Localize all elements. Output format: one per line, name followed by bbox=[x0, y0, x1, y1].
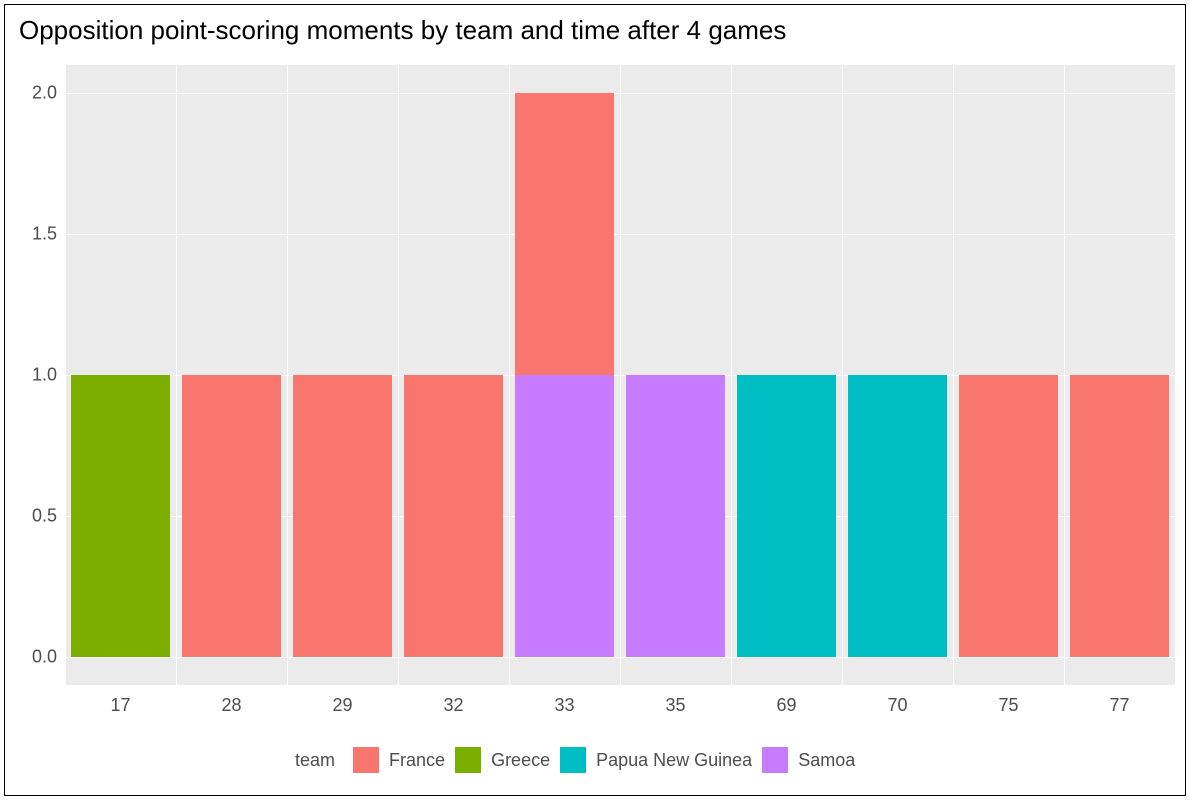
x-axis-tick-label: 35 bbox=[665, 695, 685, 716]
y-axis-tick-label: 1.5 bbox=[32, 224, 57, 245]
bar-segment bbox=[404, 375, 504, 657]
gridline-vertical bbox=[842, 65, 843, 685]
y-axis-tick-label: 2.0 bbox=[32, 83, 57, 104]
legend-swatch bbox=[353, 747, 379, 773]
bar-segment bbox=[848, 375, 948, 657]
legend: team France Greece Papua New Guinea Samoa bbox=[295, 747, 855, 773]
bar-segment bbox=[515, 93, 615, 375]
bar-segment bbox=[293, 375, 393, 657]
gridline-vertical bbox=[1064, 65, 1065, 685]
legend-label: Papua New Guinea bbox=[596, 750, 752, 771]
legend-title: team bbox=[295, 750, 335, 771]
gridline-vertical bbox=[1175, 65, 1176, 685]
bar-segment bbox=[182, 375, 282, 657]
x-axis-tick-label: 17 bbox=[110, 695, 130, 716]
legend-label: Samoa bbox=[798, 750, 855, 771]
gridline-vertical bbox=[176, 65, 177, 685]
gridline-vertical bbox=[65, 65, 66, 685]
gridline-vertical bbox=[953, 65, 954, 685]
bar-segment bbox=[515, 375, 615, 657]
legend-label: Greece bbox=[491, 750, 550, 771]
x-axis-tick-label: 77 bbox=[1109, 695, 1129, 716]
x-axis-tick-label: 75 bbox=[998, 695, 1018, 716]
x-axis-tick-label: 33 bbox=[554, 695, 574, 716]
y-axis-tick-label: 0.0 bbox=[32, 646, 57, 667]
gridline-vertical bbox=[287, 65, 288, 685]
legend-label: France bbox=[389, 750, 445, 771]
x-axis-tick-label: 32 bbox=[443, 695, 463, 716]
legend-swatch bbox=[762, 747, 788, 773]
x-axis-tick-label: 70 bbox=[887, 695, 907, 716]
x-axis-tick-label: 28 bbox=[221, 695, 241, 716]
y-axis-tick-label: 0.5 bbox=[32, 505, 57, 526]
gridline-vertical bbox=[620, 65, 621, 685]
bar-segment bbox=[959, 375, 1059, 657]
bar-segment bbox=[71, 375, 171, 657]
gridline-vertical bbox=[509, 65, 510, 685]
chart-frame: Opposition point-scoring moments by team… bbox=[4, 4, 1186, 796]
x-axis-tick-label: 69 bbox=[776, 695, 796, 716]
y-axis-tick-label: 1.0 bbox=[32, 365, 57, 386]
bar-segment bbox=[737, 375, 837, 657]
chart-title: Opposition point-scoring moments by team… bbox=[19, 15, 786, 46]
legend-swatch bbox=[455, 747, 481, 773]
x-axis-tick-label: 29 bbox=[332, 695, 352, 716]
legend-swatch bbox=[560, 747, 586, 773]
bar-segment bbox=[1070, 375, 1170, 657]
gridline-vertical bbox=[398, 65, 399, 685]
bar-segment bbox=[626, 375, 726, 657]
gridline-vertical bbox=[731, 65, 732, 685]
plot-area: 0.00.51.01.52.017282932333569707577 bbox=[65, 65, 1175, 685]
